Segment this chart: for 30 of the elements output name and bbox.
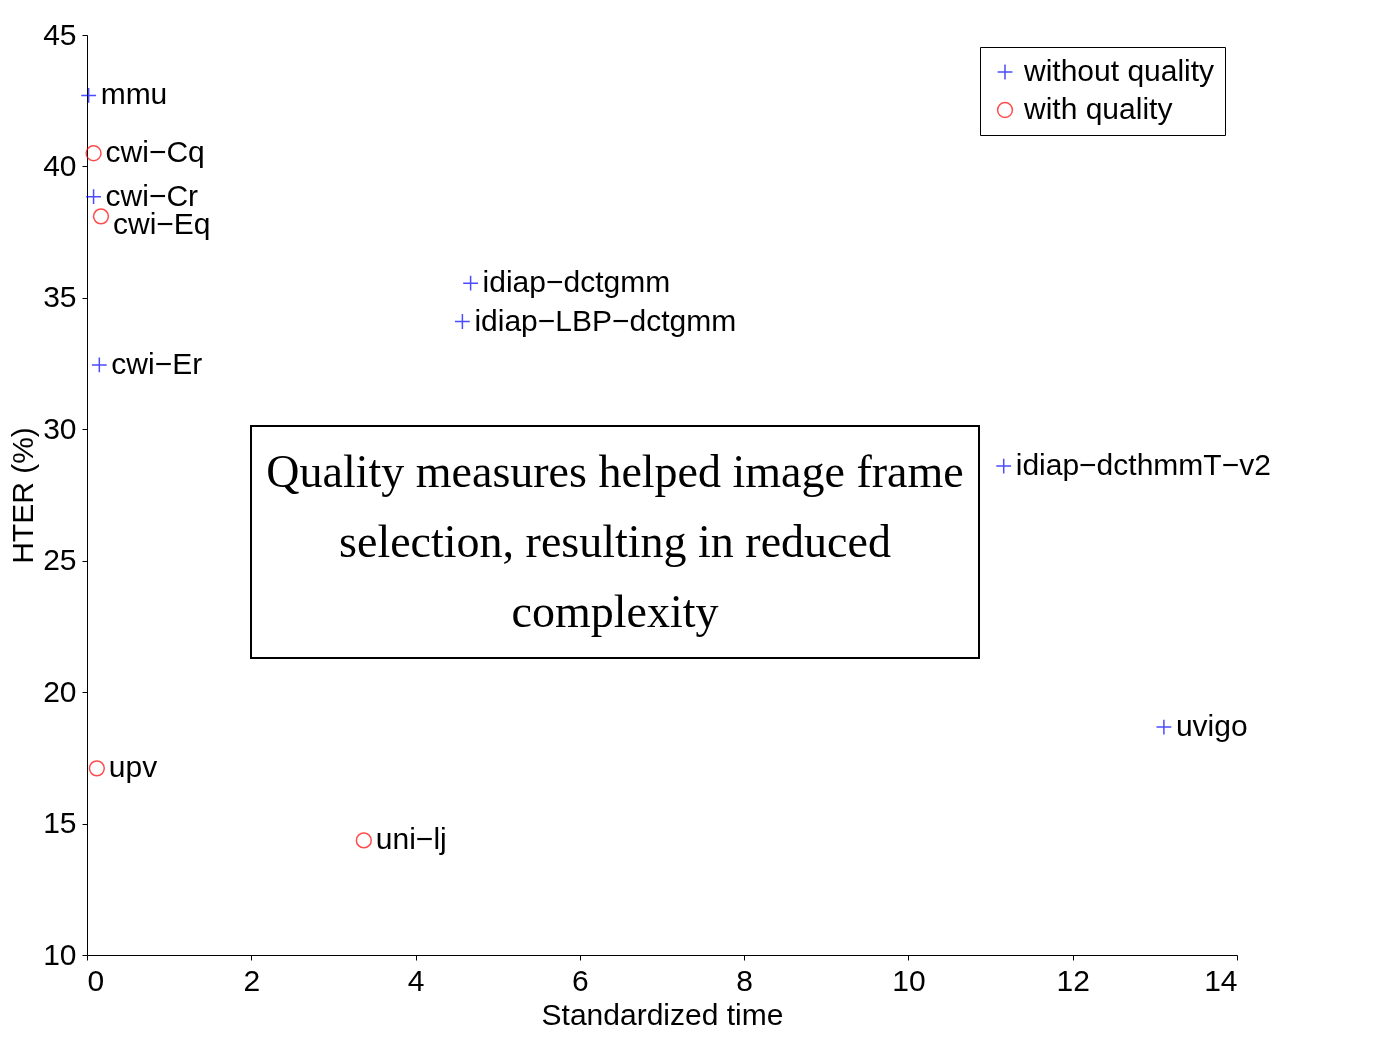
annotation: mmu xyxy=(100,77,168,111)
legend-label: with quality xyxy=(1023,92,1173,125)
annotation: cwi−Er xyxy=(111,346,203,380)
y-tick-label: 25 xyxy=(43,543,77,577)
annotation: Quality measures helped image frame selection, resulting in reduced complexity xyxy=(250,425,980,659)
annotation: uvigo xyxy=(1175,709,1248,743)
annotation: idiap−dcthmmT−v2 xyxy=(1015,448,1271,482)
y-tick-label: 30 xyxy=(43,411,77,445)
annotation: idiap−dctgmm xyxy=(482,265,671,299)
y-tick-label: 40 xyxy=(43,148,77,182)
x-tick-label: 14 xyxy=(1204,963,1238,997)
y-axis-title: HTER (%) xyxy=(6,427,40,564)
x-tick-label: 4 xyxy=(407,963,425,997)
x-tick-label: 8 xyxy=(736,963,753,997)
y-tick-label: 45 xyxy=(43,17,77,51)
x-axis-title: Standardized time xyxy=(541,997,784,1031)
y-tick-label: 20 xyxy=(43,674,77,708)
x-tick-label: 0 xyxy=(87,963,105,997)
legend-label: without quality xyxy=(1023,54,1215,87)
annotation: idiap−LBP−dctgmm xyxy=(474,303,737,337)
annotation: upv xyxy=(108,750,158,784)
x-tick-label: 12 xyxy=(1056,963,1090,997)
annotation: uni−lj xyxy=(375,822,447,856)
y-tick-label: 10 xyxy=(43,937,77,971)
x-tick-label: 2 xyxy=(243,963,261,997)
x-tick-label: 6 xyxy=(572,963,589,997)
y-tick-label: 15 xyxy=(43,806,77,840)
x-tick-label: 10 xyxy=(892,963,926,997)
annotation: cwi−Cq xyxy=(105,135,205,169)
y-tick-label: 35 xyxy=(43,280,77,314)
